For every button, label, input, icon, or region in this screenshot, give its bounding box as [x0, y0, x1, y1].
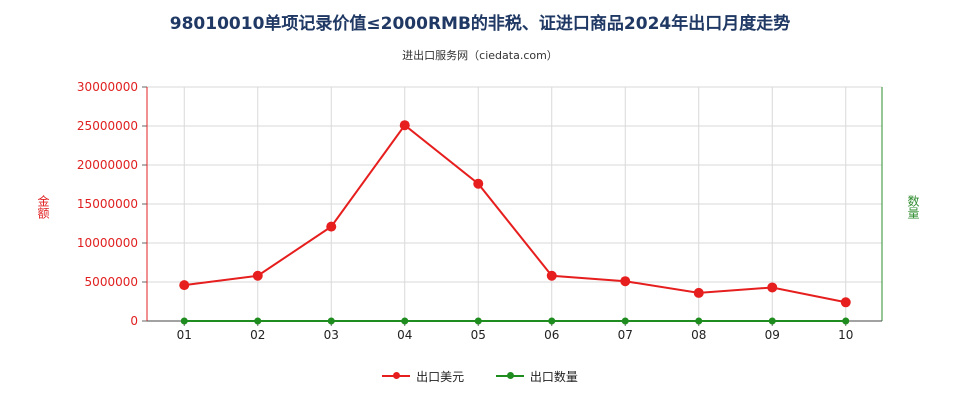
- legend-label-export-qty: 出口数量: [529, 369, 578, 384]
- data-point-export-value: [693, 287, 704, 298]
- data-point-export-qty: [695, 317, 703, 325]
- x-tick-label: 08: [691, 328, 706, 342]
- legend-item-export-qty[interactable]: 出口数量: [495, 368, 578, 385]
- data-point-export-qty: [768, 317, 776, 325]
- legend-label-export-value: 出口美元: [416, 369, 465, 384]
- chart-subtitle: 进出口服务网（ciedata.com）: [402, 49, 558, 62]
- data-point-export-value: [326, 221, 337, 232]
- x-tick-label: 09: [765, 328, 780, 342]
- data-point-export-qty: [327, 317, 335, 325]
- data-point-export-value: [473, 178, 484, 189]
- data-point-export-qty: [548, 317, 556, 325]
- data-point-export-value: [620, 276, 631, 287]
- data-point-export-qty: [180, 317, 188, 325]
- data-point-export-qty: [621, 317, 629, 325]
- y-tick-label: 30000000: [77, 80, 138, 94]
- data-point-export-qty: [401, 317, 409, 325]
- x-tick-label: 01: [177, 328, 192, 342]
- legend: 出口美元 出口数量: [0, 366, 960, 385]
- x-tick-label: 04: [397, 328, 412, 342]
- data-point-export-value: [252, 270, 263, 281]
- chart-title: 98010010单项记录价值≤2000RMB的非税、证进口商品2024年出口月度…: [169, 14, 791, 34]
- y-tick-label: 25000000: [77, 119, 138, 133]
- legend-swatch-export-qty: [495, 372, 524, 379]
- data-point-export-qty: [474, 317, 482, 325]
- x-tick-label: 02: [250, 328, 265, 342]
- x-tick-label: 06: [544, 328, 559, 342]
- data-point-export-qty: [254, 317, 262, 325]
- y-tick-label: 0: [130, 314, 138, 328]
- x-tick-label: 03: [324, 328, 339, 342]
- data-point-export-value: [179, 280, 190, 291]
- x-tick-label: 05: [471, 328, 486, 342]
- y-axis-left-label: 金额: [36, 195, 50, 219]
- data-point-export-value: [840, 297, 851, 308]
- legend-item-export-value[interactable]: 出口美元: [382, 368, 464, 385]
- y-tick-label: 15000000: [77, 197, 138, 211]
- data-point-export-qty: [842, 317, 850, 325]
- data-point-export-value: [767, 282, 778, 293]
- y-tick-label: 5000000: [85, 275, 138, 289]
- x-tick-label: 10: [838, 328, 853, 342]
- data-point-export-value: [546, 270, 557, 281]
- series-line-export-value: [184, 123, 846, 304]
- y-tick-label: 10000000: [77, 236, 138, 250]
- legend-swatch-export-value: [382, 372, 411, 379]
- y-tick-label: 20000000: [77, 158, 138, 172]
- y-axis-right-label: 数量: [906, 195, 920, 219]
- x-tick-label: 07: [618, 328, 633, 342]
- data-point-export-value: [399, 120, 410, 131]
